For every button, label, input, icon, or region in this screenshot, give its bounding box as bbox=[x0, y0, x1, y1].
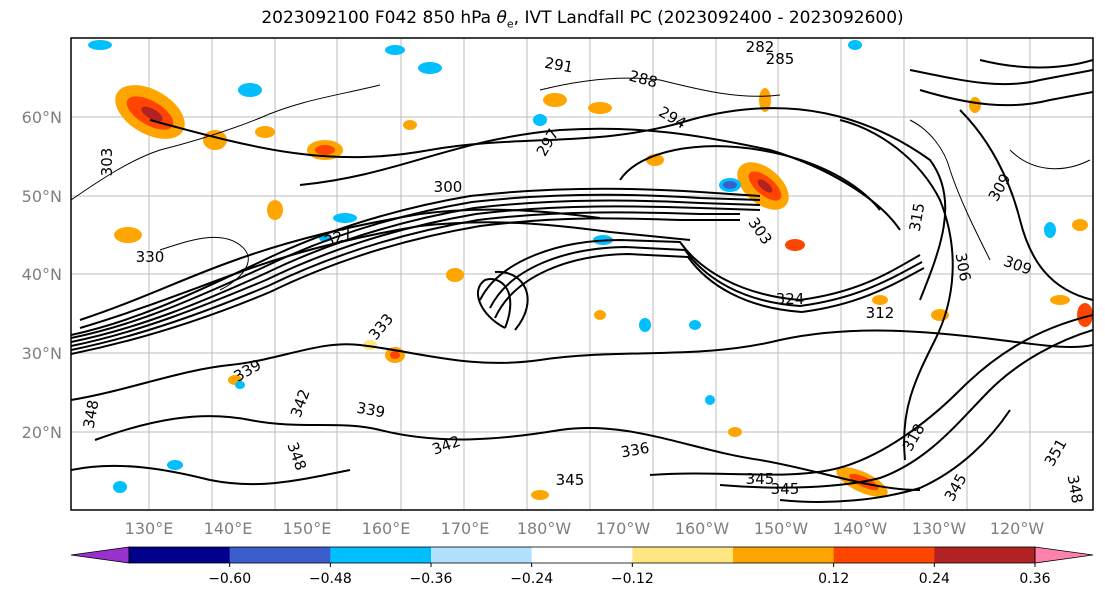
subtropical-contours bbox=[71, 314, 1093, 503]
colorbar-extend-high bbox=[1034, 546, 1094, 564]
colorbar-tick-label: −0.48 bbox=[309, 571, 352, 587]
colorbar-tick-label: 0.36 bbox=[1019, 571, 1050, 587]
colorbar-segment bbox=[833, 547, 935, 563]
colorbar-tick-label: −0.36 bbox=[410, 571, 453, 587]
contour-label: 348 bbox=[1064, 473, 1087, 504]
longitude-tick-label: 170°W bbox=[596, 519, 651, 538]
contour-label: 336 bbox=[619, 439, 650, 462]
negative-anomaly-blob bbox=[88, 40, 1056, 493]
colorbar-segment bbox=[431, 547, 533, 563]
positive-anomaly-blob bbox=[114, 88, 1093, 500]
longitude-tick-label: 160°W bbox=[675, 519, 730, 538]
contour-label: 285 bbox=[766, 50, 795, 68]
colorbar-tick-label: 0.24 bbox=[919, 571, 950, 587]
coastlines bbox=[71, 77, 1091, 291]
colorbar-tick-label: −0.24 bbox=[510, 571, 553, 587]
contour-label: 345 bbox=[746, 470, 775, 488]
contour-label: 348 bbox=[80, 398, 103, 429]
colorbar-frame bbox=[128, 546, 1036, 564]
negative-anomaly-blob bbox=[719, 178, 741, 192]
longitude-tick-label: 130°W bbox=[912, 519, 967, 538]
map-frame bbox=[70, 37, 1094, 511]
longitude-tick-label: 180°W bbox=[517, 519, 572, 538]
latitude-tick-label: 50°N bbox=[22, 187, 62, 206]
colorbar-extend-low bbox=[70, 546, 130, 564]
map-gridlines bbox=[71, 38, 1093, 510]
latitude-labels: 60°N 50°N 40°N 30°N 20°N bbox=[22, 108, 62, 442]
positive-anomaly-blob bbox=[737, 162, 789, 210]
longitude-tick-label: 140°W bbox=[833, 519, 888, 538]
contour-label: 324 bbox=[776, 290, 805, 308]
latitude-tick-label: 60°N bbox=[22, 108, 62, 127]
contour-label: 315 bbox=[906, 201, 929, 232]
colorbar-segment bbox=[129, 547, 231, 563]
longitude-tick-label: 150°W bbox=[754, 519, 809, 538]
longitude-labels: 130°E 140°E 150°E 160°E 170°E 180°W 170°W 160°W… bbox=[125, 519, 1045, 538]
colorbar: −0.60−0.48−0.36−0.24−0.120.120.240.360.4… bbox=[70, 546, 1094, 587]
southern-jet-contours bbox=[476, 238, 925, 331]
colorbar-segment bbox=[733, 547, 835, 563]
colorbar-segment bbox=[330, 547, 432, 563]
colorbar-tick-label: −0.60 bbox=[208, 571, 251, 587]
contour-label: 303 bbox=[98, 148, 116, 177]
latitude-tick-label: 20°N bbox=[22, 423, 62, 442]
latitude-tick-label: 30°N bbox=[22, 344, 62, 363]
contour-label: 330 bbox=[136, 248, 165, 266]
longitude-tick-label: 150°E bbox=[283, 519, 332, 538]
contour-label: 345 bbox=[771, 480, 800, 498]
colorbar-segment bbox=[632, 547, 734, 563]
colorbar-tick-label: −0.12 bbox=[611, 571, 654, 587]
latitude-tick-label: 40°N bbox=[22, 265, 62, 284]
colorbar-segment bbox=[934, 547, 1036, 563]
colorbar-segment bbox=[229, 547, 331, 563]
main-baroclinic-zone bbox=[71, 187, 761, 355]
contour-label: 345 bbox=[556, 471, 585, 489]
contour-label: 300 bbox=[434, 178, 463, 196]
theta-e-contours bbox=[71, 59, 1093, 503]
figure-title: 2023092100 F042 850 hPa θe, IVT Landfall… bbox=[261, 8, 904, 31]
contour-label: 312 bbox=[866, 304, 895, 322]
colorbar-tick-label: 0.12 bbox=[818, 571, 849, 587]
colorbar-segment bbox=[531, 547, 633, 563]
contour-label: 339 bbox=[355, 399, 386, 422]
longitude-tick-label: 160°E bbox=[362, 519, 411, 538]
contour-label: 306 bbox=[952, 251, 975, 282]
longitude-tick-label: 120°W bbox=[990, 519, 1045, 538]
longitude-tick-label: 140°E bbox=[204, 519, 253, 538]
contour-label: 291 bbox=[543, 54, 574, 77]
mid-latitude-contours bbox=[149, 59, 1093, 461]
longitude-tick-label: 170°E bbox=[441, 519, 490, 538]
contour-label: 282 bbox=[746, 38, 775, 56]
longitude-tick-label: 130°E bbox=[125, 519, 174, 538]
